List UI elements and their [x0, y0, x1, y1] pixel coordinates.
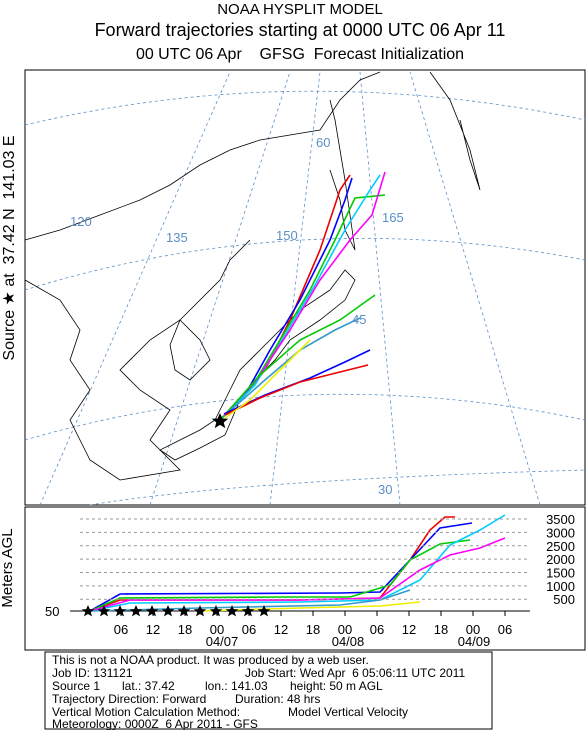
date-label: 04/09	[458, 634, 491, 649]
trajectory	[224, 339, 311, 419]
height-trace	[89, 589, 411, 612]
y-tick-label: 3000	[546, 525, 575, 540]
coastline	[24, 239, 251, 481]
x-tick-label: 00	[466, 622, 480, 637]
footer-text: lon.: 141.03	[205, 679, 268, 693]
height-panel: Meters AGL 50 50010001500200025003000350…	[0, 506, 586, 651]
footer-text: This is not a NOAA product. It was produ…	[52, 653, 369, 667]
source-label: Source ★ at 37.42 N 141.03 E	[1, 135, 18, 360]
graticule	[89, 469, 586, 506]
x-tick-label: 12	[402, 622, 416, 637]
footer-text: Source 1	[52, 679, 100, 693]
source-star	[145, 605, 159, 617]
footer-text: Trajectory Direction: Forward	[52, 692, 206, 706]
source-star	[129, 605, 143, 617]
coastline	[159, 269, 356, 461]
graticule	[24, 238, 586, 291]
subtitle: 00 UTC 06 Apr GFSG Forecast Initializati…	[136, 46, 464, 63]
height-trace	[89, 537, 506, 612]
lon-label: 165	[382, 210, 404, 225]
height-frame	[24, 506, 586, 651]
trajectory	[221, 294, 376, 419]
trajectory	[219, 174, 381, 421]
source-star	[113, 605, 127, 617]
model-name: NOAA HYSPLIT MODEL	[217, 1, 383, 18]
x-tick-label: 12	[274, 622, 288, 637]
source-star	[97, 605, 111, 617]
y-tick-label: 1000	[546, 579, 575, 594]
source-star	[193, 605, 207, 617]
height-trace	[89, 514, 506, 612]
footer-text: height: 50 m AGL	[290, 679, 383, 693]
footer-box	[44, 651, 493, 730]
trajectory	[224, 364, 369, 416]
x-tick-label: 00	[210, 622, 224, 637]
x-tick-label: 06	[498, 622, 512, 637]
x-tick-label: 00	[338, 622, 352, 637]
height-trace	[89, 539, 471, 612]
y-tick-label: 500	[553, 592, 575, 607]
coastline	[169, 319, 211, 381]
lat-label: 45	[352, 312, 366, 327]
y-tick-label: 2000	[546, 552, 575, 567]
source-star	[81, 605, 95, 617]
graticule	[24, 393, 586, 441]
x-tick-label: 06	[242, 622, 256, 637]
map: 120 135 150 165 60 45 30	[24, 69, 586, 506]
graticule	[269, 71, 321, 506]
lon-label: 120	[70, 214, 92, 229]
lon-label: 135	[166, 230, 188, 245]
footer-text: lat.: 37.42	[122, 679, 175, 693]
source-star	[209, 605, 223, 617]
coastline	[429, 71, 481, 191]
footer-text: Job Start: Wed Apr 6 05:06:11 UTC 2011	[245, 666, 465, 680]
title: Forward trajectories starting at 0000 UT…	[95, 20, 506, 40]
lat-label: 60	[316, 135, 330, 150]
source-star	[161, 605, 175, 617]
y-tick-label: 3500	[546, 512, 575, 527]
x-tick-label: 06	[370, 622, 384, 637]
source-star	[211, 413, 229, 429]
footer-text: Model Vertical Velocity	[288, 705, 408, 719]
y-axis-title: Meters AGL	[0, 528, 16, 607]
x-tick-label: 18	[178, 622, 192, 637]
x-tick-label: 12	[146, 622, 160, 637]
graticule	[39, 71, 231, 506]
source-star	[225, 605, 239, 617]
lat-label: 30	[378, 482, 392, 497]
footer: This is not a NOAA product. It was produ…	[44, 651, 493, 731]
source-height: 50	[45, 604, 59, 619]
source-star	[177, 605, 191, 617]
y-tick-label: 1500	[546, 565, 575, 580]
x-tick-label: 06	[114, 622, 128, 637]
map-frame	[24, 69, 586, 506]
graticule	[24, 90, 586, 126]
footer-text: Duration: 48 hrs	[235, 692, 320, 706]
source-star	[257, 605, 271, 617]
graticule	[359, 71, 401, 506]
date-label: 04/08	[332, 634, 365, 649]
source-star	[241, 605, 255, 617]
footer-text: Vertical Motion Calculation Method:	[52, 705, 240, 719]
lon-label: 150	[276, 228, 298, 243]
footer-text: Meteorology: 0000Z 6 Apr 2011 - GFS	[52, 717, 258, 730]
coastline	[24, 71, 381, 241]
graticule	[149, 71, 291, 506]
x-tick-label: 18	[434, 622, 448, 637]
height-trace	[89, 522, 473, 612]
date-label: 04/07	[206, 634, 239, 649]
x-tick-label: 18	[306, 622, 320, 637]
footer-text: Job ID: 131121	[52, 666, 133, 680]
y-tick-label: 2500	[546, 539, 575, 554]
